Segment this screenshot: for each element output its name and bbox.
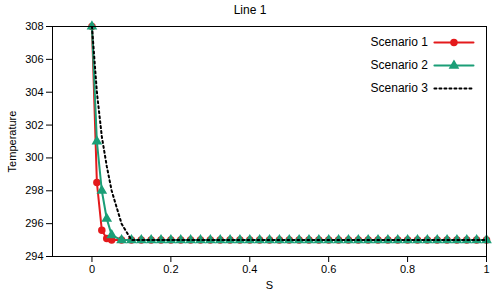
svg-text:Scenario 1: Scenario 1 — [371, 35, 429, 49]
svg-text:1: 1 — [483, 263, 489, 275]
svg-text:0.2: 0.2 — [163, 263, 178, 275]
svg-text:306: 306 — [25, 53, 43, 65]
svg-text:S: S — [266, 279, 273, 291]
html-text:Line 1: Line 1 — [233, 3, 267, 17]
svg-text:Scenario 3: Scenario 3 — [371, 81, 429, 95]
svg-text:298: 298 — [25, 184, 43, 196]
svg-text:308: 308 — [25, 20, 43, 32]
svg-text:304: 304 — [25, 86, 43, 98]
svg-text:294: 294 — [25, 250, 43, 262]
svg-text:0.8: 0.8 — [400, 263, 415, 275]
svg-text:Scenario 2: Scenario 2 — [371, 58, 429, 72]
svg-text:0.4: 0.4 — [242, 263, 257, 275]
svg-text:0: 0 — [89, 263, 95, 275]
svg-text:296: 296 — [25, 217, 43, 229]
svg-text:Temperature: Temperature — [6, 111, 18, 173]
svg-text:300: 300 — [25, 151, 43, 163]
svg-text:0.6: 0.6 — [321, 263, 336, 275]
svg-text:302: 302 — [25, 119, 43, 131]
